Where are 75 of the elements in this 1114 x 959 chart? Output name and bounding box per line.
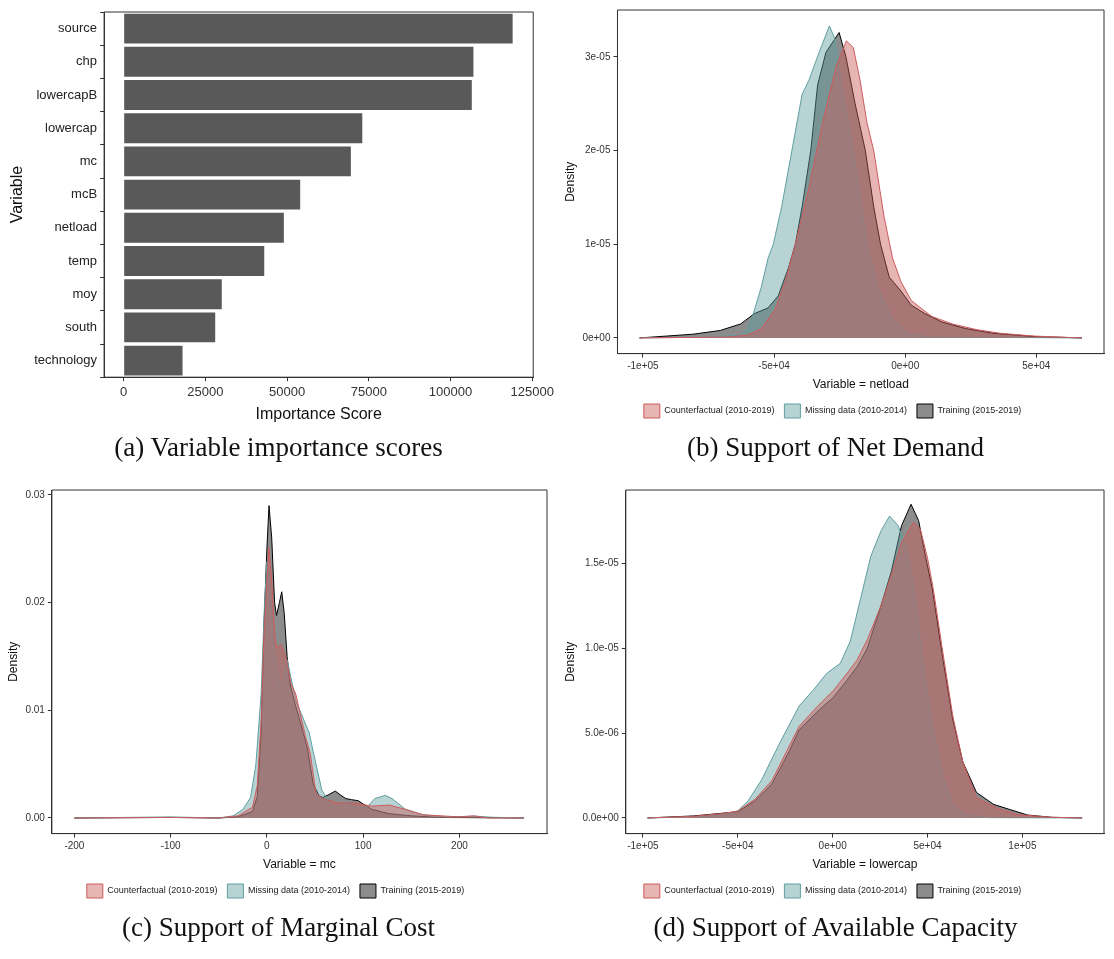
x-tick-label: -5e+04 <box>758 360 791 372</box>
bar <box>124 345 183 376</box>
legend-label: Training (2015-2019) <box>937 885 1022 896</box>
x-axis-title: Variable = netload <box>812 377 909 392</box>
legend-label: Missing data (2010-2014) <box>247 885 350 896</box>
x-tick-label: 0e+00 <box>891 360 920 372</box>
y-tick-label: 1.0e-05 <box>584 641 620 653</box>
text: (c) Support of Marginal Cost <box>121 912 436 943</box>
y-tick-label: 0.00 <box>25 811 46 823</box>
y-tick-label: lowercapB <box>36 86 98 102</box>
y-tick-label: 0.02 <box>25 596 46 608</box>
bar <box>124 212 284 243</box>
x-axis-title: Variable = lowercap <box>812 857 918 872</box>
bar <box>124 246 265 276</box>
x-tick-label: 5e+04 <box>913 840 943 852</box>
x-tick-label: 25000 <box>187 383 224 399</box>
x-tick-label: 200 <box>451 840 469 852</box>
bar <box>124 46 474 77</box>
text: (d) Support of Available Capacity <box>652 912 1019 943</box>
y-axis-title: Density <box>562 161 577 202</box>
y-tick-label: 0.0e+00 <box>582 811 620 823</box>
bar <box>124 179 301 210</box>
bar <box>124 113 363 144</box>
x-tick-label: 125000 <box>510 383 554 399</box>
y-tick-label: source <box>58 20 98 36</box>
y-tick-label: 0e+00 <box>582 331 611 343</box>
bar <box>124 146 351 177</box>
x-tick-label: 100000 <box>428 383 473 399</box>
legend-label: Training (2015-2019) <box>380 885 465 896</box>
text: (b) Support of Net Demand <box>686 432 985 463</box>
legend-label: Missing data (2010-2014) <box>804 405 907 416</box>
x-tick-label: -100 <box>160 840 182 852</box>
legend-label: Training (2015-2019) <box>937 405 1022 416</box>
y-tick-label: technology <box>34 352 98 368</box>
bar <box>124 80 472 110</box>
x-tick-label: -1e+05 <box>627 840 660 852</box>
bar <box>124 13 513 44</box>
y-tick-label: 1.5e-05 <box>584 556 620 568</box>
bar <box>124 312 216 343</box>
x-tick-label: 5e+04 <box>1022 360 1051 372</box>
x-tick-label: 0 <box>264 840 271 852</box>
legend-label: Counterfactual (2010-2019) <box>107 885 218 896</box>
x-tick-label: 100 <box>354 840 372 852</box>
x-tick-label: -200 <box>64 840 85 852</box>
x-tick-label: 0 <box>120 383 128 399</box>
y-tick-label: 5.0e-06 <box>584 726 620 738</box>
y-tick-label: 2e-05 <box>584 144 611 156</box>
x-tick-label: -5e+04 <box>722 840 754 852</box>
x-tick-label: 0e+00 <box>818 840 848 852</box>
y-tick-label: mc <box>79 152 98 168</box>
y-axis-title: Density <box>562 641 577 682</box>
y-tick-label: temp <box>68 252 98 268</box>
y-tick-label: 1e-05 <box>584 238 611 249</box>
legend-label: Missing data (2010-2014) <box>804 885 907 896</box>
y-tick-label: chp <box>76 53 98 69</box>
y-axis-title: Variable <box>8 165 26 224</box>
x-tick-label: 75000 <box>350 383 387 399</box>
legend-label: Counterfactual (2010-2019) <box>664 885 775 896</box>
y-tick-label: lowercap <box>45 119 98 135</box>
bar <box>124 279 222 310</box>
x-tick-label: 1e+05 <box>1008 840 1037 852</box>
y-tick-label: 3e-05 <box>584 50 611 62</box>
y-tick-label: moy <box>72 285 98 301</box>
x-tick-label: 50000 <box>269 383 306 399</box>
y-tick-label: south <box>65 318 98 334</box>
y-tick-label: netload <box>54 219 98 235</box>
legend-label: Counterfactual (2010-2019) <box>664 405 775 416</box>
y-tick-label: 0.03 <box>25 488 46 500</box>
x-tick-label: -1e+05 <box>627 360 660 372</box>
y-axis-title: Density <box>5 641 20 682</box>
y-tick-label: mcB <box>71 186 98 202</box>
x-axis-title: Importance Score <box>255 404 382 422</box>
text: (a) Variable importance scores <box>113 432 444 463</box>
x-axis-title: Variable = mc <box>263 857 336 872</box>
y-tick-label: 0.01 <box>25 704 46 716</box>
